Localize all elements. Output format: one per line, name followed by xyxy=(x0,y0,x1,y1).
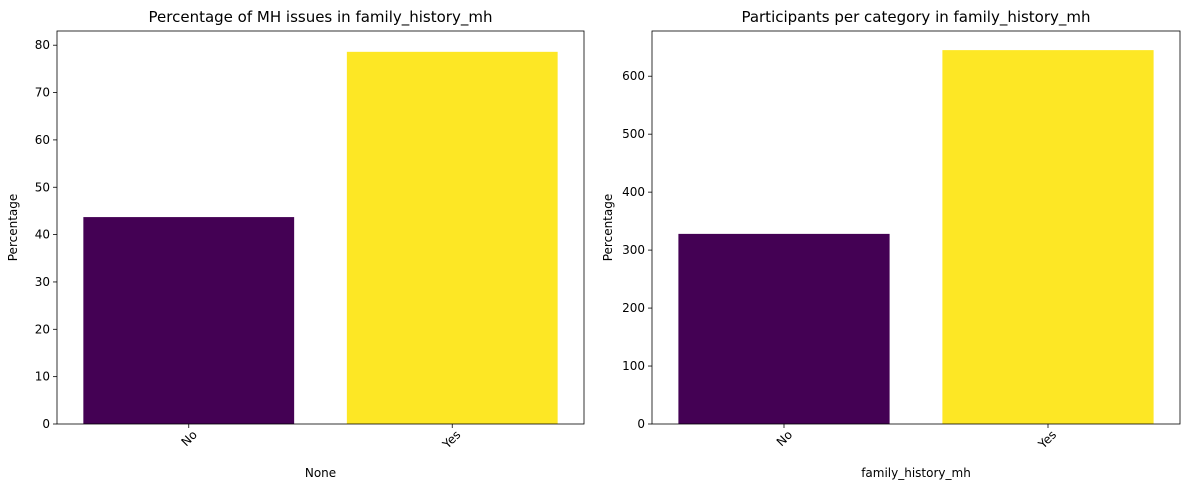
chart-left: Percentage of MH issues in family_histor… xyxy=(6,8,585,480)
x-tick-label: No xyxy=(774,428,795,449)
x-tick-label: Yes xyxy=(439,428,463,452)
y-axis-title: Percentage xyxy=(6,194,20,262)
chart-title: Percentage of MH issues in family_histor… xyxy=(149,8,493,27)
y-tick-label: 400 xyxy=(622,185,645,199)
bar-no xyxy=(678,233,890,424)
bar-yes xyxy=(346,51,558,424)
y-axis-title: Percentage xyxy=(601,194,615,262)
axes-frame xyxy=(651,30,1181,425)
y-tick-label: 70 xyxy=(35,86,50,100)
y-tick-label: 10 xyxy=(35,370,50,384)
y-tick-label: 100 xyxy=(622,359,645,373)
y-tick-label: 60 xyxy=(35,133,50,147)
y-tick-label: 40 xyxy=(35,228,50,242)
y-tick-label: 500 xyxy=(622,127,645,141)
y-tick-label: 300 xyxy=(622,243,645,257)
x-axis-title: None xyxy=(305,466,336,480)
chart-title: Participants per category in family_hist… xyxy=(741,8,1090,27)
y-tick-label: 0 xyxy=(42,417,50,431)
x-tick-label: Yes xyxy=(1035,428,1059,452)
y-tick-label: 80 xyxy=(35,38,50,52)
y-tick-label: 30 xyxy=(35,275,50,289)
y-tick-label: 600 xyxy=(622,69,645,83)
y-tick-label: 0 xyxy=(637,417,645,431)
y-tick-label: 20 xyxy=(35,322,50,336)
bar-yes xyxy=(942,50,1154,424)
axes-frame xyxy=(56,30,585,425)
x-tick-label: No xyxy=(178,428,199,449)
x-axis-title: family_history_mh xyxy=(861,466,971,480)
y-tick-label: 50 xyxy=(35,180,50,194)
chart-right: Participants per category in family_hist… xyxy=(601,8,1181,480)
y-tick-label: 200 xyxy=(622,301,645,315)
bar-no xyxy=(83,217,295,424)
